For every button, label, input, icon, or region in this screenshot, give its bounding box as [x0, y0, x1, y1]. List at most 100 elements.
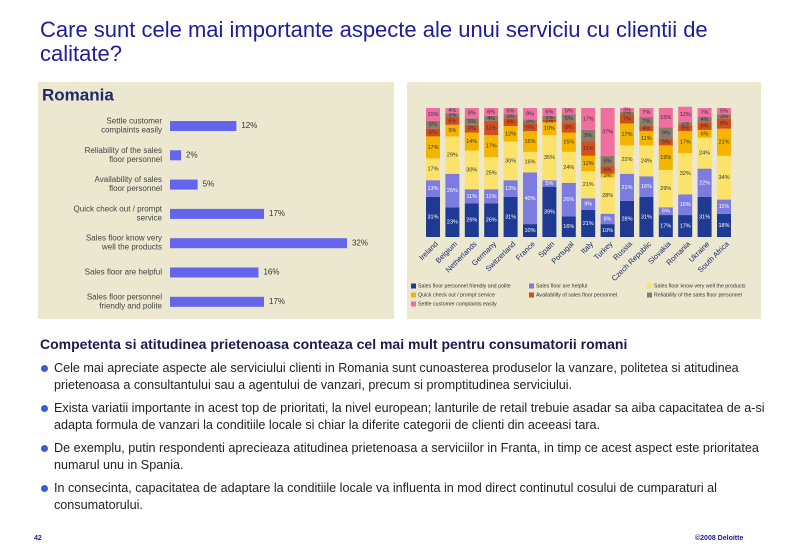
- page-number: 42: [34, 535, 42, 542]
- bar-segment: [561, 122, 576, 133]
- value-label: 17%: [583, 116, 594, 122]
- value-label: 17%: [269, 209, 285, 218]
- value-label: 6%: [526, 125, 534, 131]
- value-label: 11%: [641, 136, 652, 142]
- value-label: 14%: [466, 139, 477, 145]
- bar-segment: [523, 224, 537, 237]
- bar-segment: [445, 113, 460, 118]
- value-label: 5%: [720, 109, 728, 115]
- bar-segment: [658, 207, 673, 216]
- bar-segment: [678, 106, 693, 123]
- bar-segment: [484, 189, 499, 204]
- value-label: 17%: [427, 145, 438, 151]
- bar-segment: [717, 118, 731, 129]
- value-label: 5%: [468, 119, 476, 125]
- bar-segment: [697, 129, 712, 138]
- value-label: 15%: [660, 115, 671, 121]
- legend-swatch: [411, 301, 416, 307]
- value-label: 16%: [641, 184, 652, 190]
- value-label: 26%: [563, 197, 574, 203]
- category-label: Sales floor know very well the products: [86, 234, 162, 252]
- europe-chart: 31%13%17%17%6%6%10%Ireland23%26%29%9%6%3…: [407, 82, 761, 319]
- value-label: 9%: [526, 111, 534, 117]
- bar-segment: [581, 209, 596, 237]
- bar-segment: [678, 153, 693, 195]
- bar-segment: [445, 117, 460, 125]
- bar-segment: [503, 180, 518, 198]
- value-label: 9%: [584, 202, 592, 208]
- bar-segment: [464, 118, 479, 125]
- legend-swatch: [411, 292, 416, 298]
- value-label: 37%: [602, 129, 613, 135]
- value-label: 24%: [699, 151, 710, 157]
- bar-segment: [717, 155, 731, 200]
- bar-segment: [561, 182, 576, 217]
- bar-segment: [717, 213, 731, 237]
- bar-segment: [658, 127, 673, 139]
- bar-segment: [658, 169, 673, 208]
- bar-segment: [503, 126, 518, 142]
- bar-segment: [717, 199, 731, 214]
- value-label: 25%: [486, 171, 497, 177]
- value-label: 16%: [263, 268, 279, 277]
- bar-segment: [678, 215, 693, 237]
- value-label: 28%: [621, 216, 632, 222]
- bar-segment: [426, 108, 440, 121]
- bar-segment: [426, 180, 440, 198]
- legend-swatch: [647, 283, 652, 289]
- bar-segment: [581, 129, 596, 142]
- bullet: In consecinta, capacitatea de adaptare l…: [40, 480, 765, 514]
- bar-segment: [484, 120, 499, 136]
- category-label: Sales floor are helpful: [85, 268, 163, 277]
- value-label: 10%: [524, 228, 535, 234]
- bar-segment: [717, 128, 731, 156]
- value-label: 22%: [699, 180, 710, 186]
- value-label: 8%: [565, 125, 573, 131]
- value-label: 2%: [681, 121, 689, 127]
- legend-label: Quick check out / prompt service: [418, 292, 495, 298]
- value-label: 6%: [507, 120, 515, 126]
- category-label: Quick check out / prompt service: [74, 205, 163, 223]
- bar-segment: [581, 198, 596, 210]
- value-label: 5%: [681, 125, 689, 131]
- legend-swatch: [647, 292, 652, 298]
- value-label: 6%: [701, 124, 709, 130]
- bar-segment: [426, 120, 440, 129]
- value-label: 24%: [563, 165, 574, 171]
- bar-segment: [600, 108, 615, 156]
- bar-segment: [600, 213, 615, 225]
- bar-segment: [678, 194, 693, 216]
- value-label: 7%: [642, 119, 650, 125]
- value-label: 8%: [604, 158, 612, 164]
- legend-label: Settle customer complaints easily: [418, 301, 497, 307]
- value-label: 7%: [623, 116, 631, 122]
- value-label: 4%: [701, 117, 709, 123]
- bar-segment: [620, 200, 634, 237]
- bar-segment: [639, 176, 654, 198]
- value-label: 17%: [621, 132, 632, 138]
- bullet: Exista variatii importante in acest top …: [40, 400, 765, 434]
- legend-label: Availability of sales floor personnel: [536, 292, 617, 298]
- bar-segment: [542, 119, 557, 123]
- bar-segment: [523, 108, 537, 120]
- bar-segment: [426, 197, 440, 237]
- value-label: 15%: [563, 140, 574, 146]
- value-label: 6%: [429, 130, 437, 136]
- value-label: 2%: [623, 111, 631, 117]
- bar: [170, 121, 237, 131]
- bar-segment: [678, 131, 693, 154]
- bar-segment: [484, 203, 499, 237]
- value-label: 6%: [429, 122, 437, 128]
- bar-segment: [445, 136, 460, 174]
- bar-segment: [639, 145, 654, 177]
- value-label: 17%: [427, 167, 438, 173]
- bar-segment: [620, 111, 634, 115]
- bar-segment: [717, 108, 731, 115]
- bar-segment: [503, 118, 518, 127]
- bar-segment: [658, 108, 673, 128]
- bar-segment: [561, 132, 576, 152]
- bar-segment: [445, 124, 460, 137]
- value-label: 6%: [565, 116, 573, 122]
- value-label: 7%: [642, 110, 650, 116]
